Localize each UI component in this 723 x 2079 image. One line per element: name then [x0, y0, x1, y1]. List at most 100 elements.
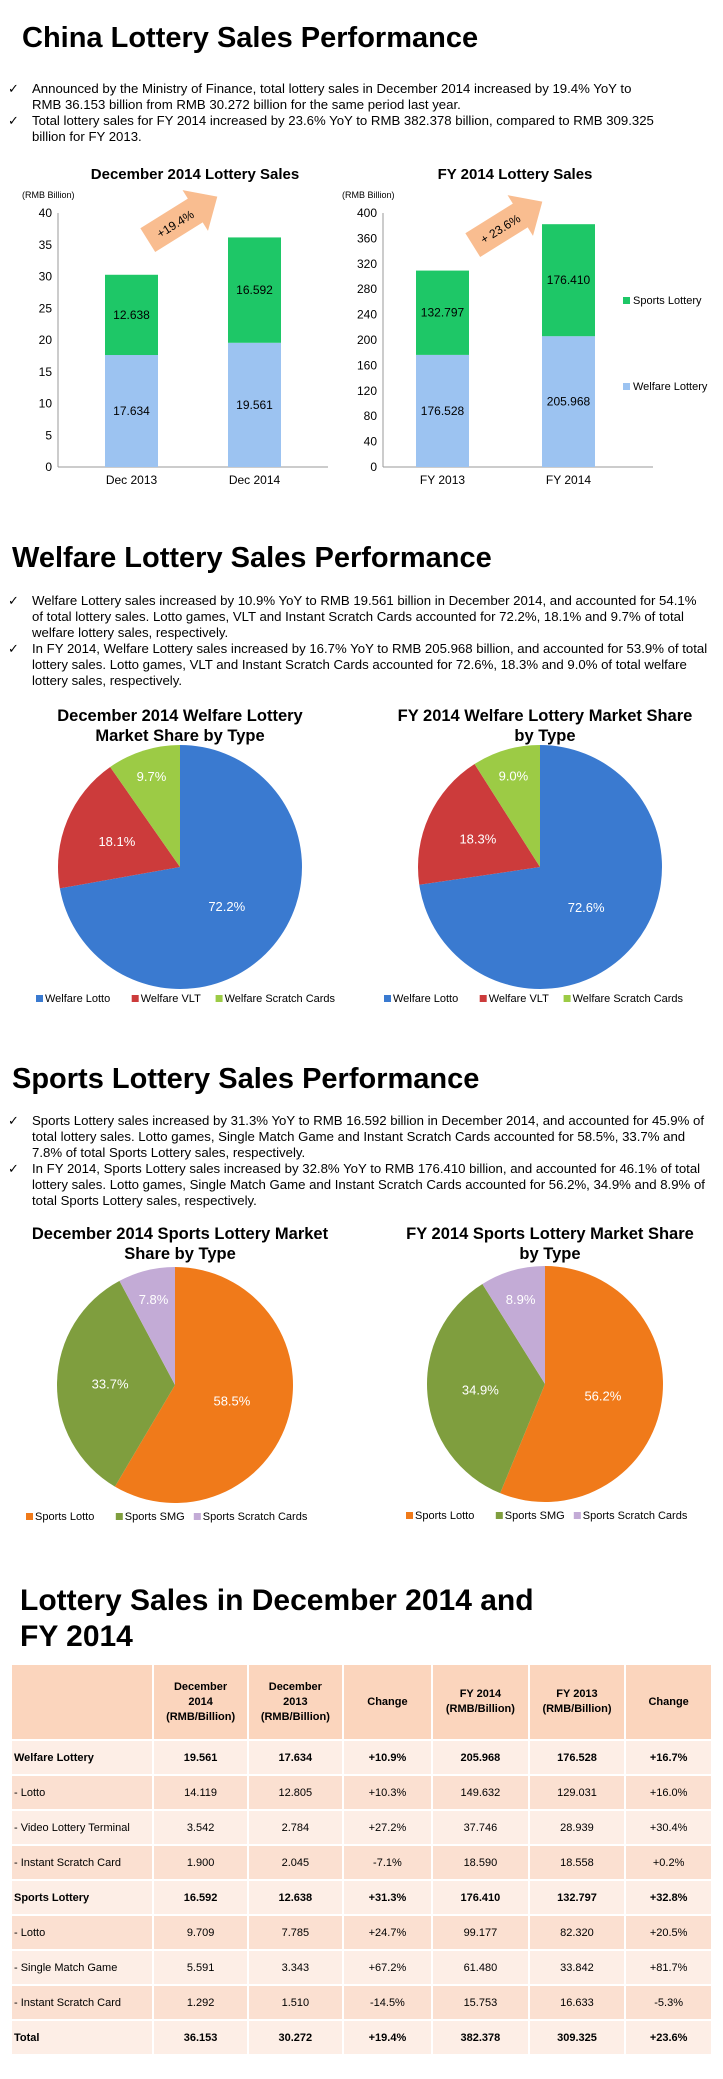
- table-cell: 82.320: [528, 1914, 627, 1950]
- section-title-sports: Sports Lottery Sales Performance: [12, 1063, 480, 1095]
- table-title-line: Lottery Sales in December 2014 and: [20, 1584, 534, 1617]
- row-label: - Instant Scratch Card: [12, 1844, 155, 1880]
- table-row: - Video Lottery Terminal 3.542 2.784 +27.2%…: [12, 1809, 713, 1845]
- pie-slice: [500, 1266, 663, 1502]
- section-title-china: China Lottery Sales Performance: [22, 22, 479, 54]
- header-line: FY 2013: [556, 1688, 598, 1700]
- pie-value-label: 72.2%: [208, 899, 245, 914]
- pie-slice: [418, 764, 540, 885]
- welfare-pie-charts: 72.2% 18.1% 9.7% Welfare Lotto Welfare VLT We…: [36, 745, 684, 1005]
- legend-label: Sports SMG: [505, 1510, 565, 1522]
- growth-arrow-icon: + 23.6%: [465, 195, 543, 258]
- table-cell: +0.2%: [625, 1844, 713, 1880]
- y-tick-label: 40: [364, 435, 378, 449]
- pie-value-label: 34.9%: [462, 1382, 499, 1397]
- bar-value-label: 19.561: [236, 398, 273, 412]
- table-row: Welfare Lottery 19.561 17.634 +10.9% 205.968…: [12, 1739, 713, 1775]
- growth-arrow-icon: +19.4%: [140, 190, 218, 253]
- check-icon: ✓: [8, 1113, 20, 1128]
- bullet-item: ✓ Announced by the Ministry of Finance, t…: [8, 81, 658, 113]
- bar-segment: [105, 274, 158, 356]
- header-line: FY 2014: [459, 1688, 502, 1700]
- pie-slice: [419, 745, 662, 989]
- y-tick-label: 80: [364, 409, 378, 423]
- table-cell: 36.153: [153, 2019, 249, 2054]
- table-header-cell: December 2014 (RMB/Billion): [153, 1665, 249, 1740]
- table-cell: 61.480: [432, 1949, 530, 1985]
- y-tick-label: 10: [39, 397, 53, 411]
- legend-label: Sports Lottery: [633, 295, 702, 307]
- row-label: Total: [12, 2019, 155, 2054]
- table-cell: 382.378: [432, 2019, 530, 2054]
- table-cell: 3.542: [153, 1809, 249, 1845]
- table-cell: 12.638: [247, 1879, 344, 1915]
- legend-label: Sports Scratch Cards: [583, 1510, 688, 1522]
- y-tick-label: 160: [357, 358, 377, 372]
- table-cell: 176.528: [528, 1739, 627, 1775]
- bar-segment: [228, 237, 281, 343]
- bar-segment: [416, 270, 469, 355]
- header-line: 2014: [188, 1695, 213, 1708]
- legend-swatch: [573, 1512, 581, 1519]
- bullet-item: ✓ Total lottery sales for FY 2014 increas…: [8, 113, 658, 145]
- row-label: - Video Lottery Terminal: [12, 1809, 155, 1845]
- header-line: (RMB/Billion): [260, 1710, 330, 1723]
- table-cell: 18.558: [528, 1844, 627, 1880]
- y-tick-label: 15: [39, 365, 53, 379]
- row-label: - Single Match Game: [12, 1949, 155, 1985]
- table-cell: 37.746: [432, 1809, 530, 1845]
- table-cell: 149.632: [432, 1774, 530, 1810]
- table-row: - Lotto 14.119 12.805 +10.3% 149.632 129.031 +…: [12, 1774, 713, 1810]
- table-cell: 17.634: [247, 1739, 344, 1775]
- pie-value-label: 56.2%: [584, 1388, 621, 1403]
- bullets-sports: ✓ Sports Lottery sales increased by 31.3%…: [8, 1113, 713, 1209]
- header-line: Change: [367, 1695, 408, 1708]
- table-cell: +27.2%: [342, 1809, 434, 1845]
- bar-segment: [228, 342, 281, 467]
- bar-segment: [542, 224, 595, 337]
- table-cell: +67.2%: [342, 1949, 434, 1985]
- header-line: Change: [648, 1695, 689, 1708]
- table-cell: +20.5%: [625, 1914, 713, 1950]
- bullet-item: ✓ Welfare Lottery sales increased by 10.9…: [8, 593, 710, 641]
- lottery-sales-table: December 2014 (RMB/Billion) December 2013 (RM…: [12, 1665, 713, 2054]
- bar-value-label: 12.638: [113, 308, 150, 322]
- table-cell: 132.797: [528, 1879, 627, 1915]
- bullet-text: Welfare Lottery sales increased by 10.9%…: [32, 593, 697, 640]
- legend-label: Welfare Scratch Cards: [225, 993, 336, 1005]
- table-header-cell: [12, 1665, 155, 1740]
- pie-value-label: 33.7%: [92, 1377, 129, 1392]
- y-axis-label: (RMB Billion): [342, 190, 395, 200]
- header-line: December: [173, 1680, 228, 1693]
- table-cell: 3.343: [247, 1949, 344, 1985]
- table-cell: 12.805: [247, 1774, 344, 1810]
- table-header-cell: Change: [625, 1665, 713, 1740]
- pie-title-welfare-fy: FY 2014 Welfare Lottery Market Share by …: [397, 707, 693, 745]
- y-tick-label: 280: [357, 282, 377, 296]
- bullet-text: Sports Lottery sales increased by 31.3% …: [32, 1113, 705, 1160]
- bar-segment: [105, 355, 158, 467]
- table-row: - Instant Scratch Card 1.292 1.510 -14.5% 15…: [12, 1984, 713, 2020]
- table-cell: 2.045: [247, 1844, 344, 1880]
- pie-slice: [427, 1283, 545, 1494]
- table-cell: +31.3%: [342, 1879, 434, 1915]
- section-title-table: Lottery Sales in December 2014 and FY 20…: [20, 1583, 534, 1655]
- row-label: - Instant Scratch Card: [12, 1984, 155, 2020]
- section-title-welfare: Welfare Lottery Sales Performance: [12, 542, 492, 574]
- legend-label: Sports SMG: [125, 1511, 185, 1523]
- bullets-china: ✓ Announced by the Ministry of Finance, t…: [8, 81, 658, 145]
- legend-swatch: [26, 1513, 33, 1520]
- header-line: December: [268, 1680, 322, 1693]
- table-cell: 1.900: [153, 1844, 249, 1880]
- pie-value-label: 9.0%: [499, 769, 529, 784]
- pie-title-welfare-dec: December 2014 Welfare Lottery Market Sha…: [57, 707, 303, 745]
- bar-value-label: 132.797: [421, 306, 465, 320]
- pie-slice: [119, 1267, 175, 1385]
- table-header-cell: Change: [342, 1665, 434, 1740]
- y-tick-label: 35: [39, 238, 53, 252]
- pie-slice: [59, 745, 303, 989]
- header-line: (RMB/Billion): [445, 1703, 515, 1715]
- table-cell: 205.968: [432, 1739, 530, 1775]
- y-tick-label: 200: [357, 333, 377, 347]
- chart-title-dec: December 2014 Lottery Sales: [90, 166, 300, 183]
